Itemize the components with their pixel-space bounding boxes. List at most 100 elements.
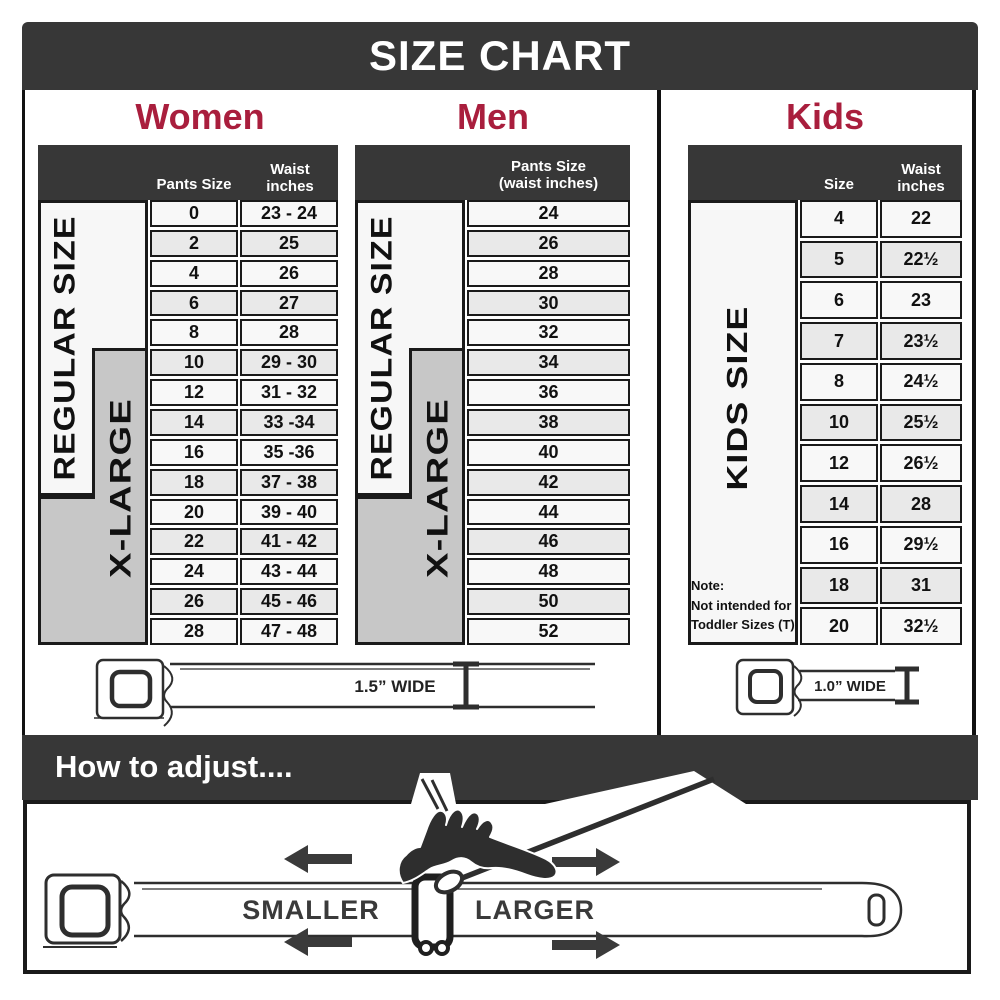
kids-belt-buckle-icon <box>735 658 795 716</box>
size-chart-title-bar: SIZE CHART <box>22 22 978 90</box>
women-section-title: Women <box>135 96 265 137</box>
women-xlarge-label: X-LARGE <box>105 398 138 578</box>
table-cell: 14 <box>800 485 878 523</box>
women-pants-size-column: 0 2 4 6 8 10 12 14 16 18 20 22 24 26 28 <box>150 200 238 645</box>
kids-waist-column: 22 22½ 23 23½ 24½ 25½ 26½ 28 29½ 31 32½ <box>880 200 962 646</box>
finger-outline <box>420 778 440 810</box>
smaller-arrow-top-icon <box>284 845 352 873</box>
table-cell: 4 <box>800 200 878 238</box>
table-cell: 44 <box>467 498 630 526</box>
women-col-waist: Waist inches <box>266 160 314 195</box>
table-cell: 43 - 44 <box>240 558 338 586</box>
table-cell: 12 <box>150 379 238 407</box>
belt-tip-icon <box>827 881 903 938</box>
men-regular-size-label: REGULAR SIZE <box>366 216 399 481</box>
kids-col-size: Size <box>823 175 854 193</box>
table-cell: 28 <box>150 618 238 645</box>
table-cell: 22 <box>880 200 962 238</box>
table-cell: 23½ <box>880 322 962 360</box>
table-cell: 36 <box>467 379 630 407</box>
table-cell: 52 <box>467 618 630 645</box>
women-table-header: Pants Size Waist inches <box>38 145 338 200</box>
table-cell: 23 - 24 <box>240 200 338 227</box>
women-xlarge-box <box>38 348 148 645</box>
table-cell: 28 <box>880 485 962 523</box>
table-cell: 26 <box>150 588 238 616</box>
table-cell: 25 <box>240 229 338 257</box>
table-cell: 39 - 40 <box>240 498 338 526</box>
kids-col-waist: Waist inches <box>897 160 945 195</box>
table-cell: 20 <box>150 498 238 526</box>
table-cell: 26½ <box>880 444 962 483</box>
smaller-arrow-bottom-icon <box>284 928 352 956</box>
women-regular-size-label: REGULAR SIZE <box>49 216 82 481</box>
kids-width-measure-icon <box>895 666 919 705</box>
left-border <box>22 90 25 735</box>
adult-width-measure-icon <box>453 661 479 710</box>
adult-belt-width-label: 1.5” WIDE <box>354 677 435 696</box>
table-cell: 8 <box>150 319 238 347</box>
strap-notch <box>545 771 746 804</box>
table-cell: 16 <box>150 438 238 466</box>
kids-size-column: 4 5 6 7 8 10 12 14 16 18 20 <box>800 200 878 646</box>
belt-tip-slot <box>867 893 886 927</box>
table-cell: 28 <box>467 259 630 287</box>
smaller-label: SMALLER <box>242 895 380 925</box>
table-cell: 32 <box>467 319 630 347</box>
table-cell: 24 <box>150 558 238 586</box>
adult-buckle-notch <box>163 665 174 727</box>
adjuster-bump <box>418 940 434 956</box>
table-cell: 4 <box>150 259 238 287</box>
how-to-adjust-title: How to adjust.... <box>55 749 293 784</box>
men-xlarge-box <box>355 348 465 645</box>
page-title: SIZE CHART <box>369 32 631 79</box>
table-cell: 48 <box>467 558 630 586</box>
kids-size-label: KIDS SIZE <box>722 306 754 491</box>
table-cell: 50 <box>467 588 630 616</box>
table-cell: 31 - 32 <box>240 379 338 407</box>
table-cell: 27 <box>240 289 338 317</box>
table-cell: 20 <box>800 607 878 646</box>
table-cell: 34 <box>467 349 630 377</box>
adjust-panel <box>23 800 971 974</box>
table-cell: 47 - 48 <box>240 618 338 645</box>
hand-icon <box>397 808 558 884</box>
larger-arrow-top-icon <box>552 848 620 876</box>
table-cell: 24 <box>467 200 630 227</box>
table-cell: 18 <box>800 566 878 605</box>
table-cell: 38 <box>467 409 630 436</box>
table-cell: 10 <box>800 403 878 442</box>
table-cell: 42 <box>467 468 630 496</box>
kids-panel-divider <box>657 90 661 735</box>
table-cell: 24½ <box>880 362 962 401</box>
larger-arrow-bottom-icon <box>552 931 620 959</box>
men-section-title: Men <box>457 96 529 137</box>
table-cell: 46 <box>467 528 630 556</box>
kids-note: Note: Not intended for Toddler Sizes (T) <box>691 578 795 632</box>
table-cell: 31 <box>880 566 962 605</box>
kids-section-title: Kids <box>785 96 864 137</box>
table-cell: 10 <box>150 349 238 377</box>
table-cell: 45 - 46 <box>240 588 338 616</box>
table-cell: 32½ <box>880 607 962 646</box>
adjust-buckle-notch <box>119 880 131 942</box>
table-cell: 8 <box>800 362 878 401</box>
table-cell: 29½ <box>880 525 962 564</box>
table-cell: 28 <box>240 319 338 347</box>
table-cell: 18 <box>150 468 238 496</box>
finger-outline <box>430 779 449 812</box>
table-cell: 25½ <box>880 403 962 442</box>
right-border <box>972 90 976 735</box>
adjust-illustration: SMALLER LARGER <box>23 771 971 974</box>
adjust-buckle-button-icon <box>59 884 111 938</box>
kids-table-header: Size Waist inches <box>688 145 962 200</box>
kids-size-group: KIDS SIZE <box>688 200 798 645</box>
table-cell: 29 - 30 <box>240 349 338 377</box>
larger-label: LARGER <box>475 895 595 925</box>
table-cell: 26 <box>240 259 338 287</box>
men-col-pants-size: Pants Size (waist inches) <box>498 157 599 192</box>
table-cell: 26 <box>467 229 630 257</box>
how-to-adjust-bar <box>22 735 978 800</box>
men-size-groups: REGULAR SIZE X-LARGE <box>355 200 465 645</box>
